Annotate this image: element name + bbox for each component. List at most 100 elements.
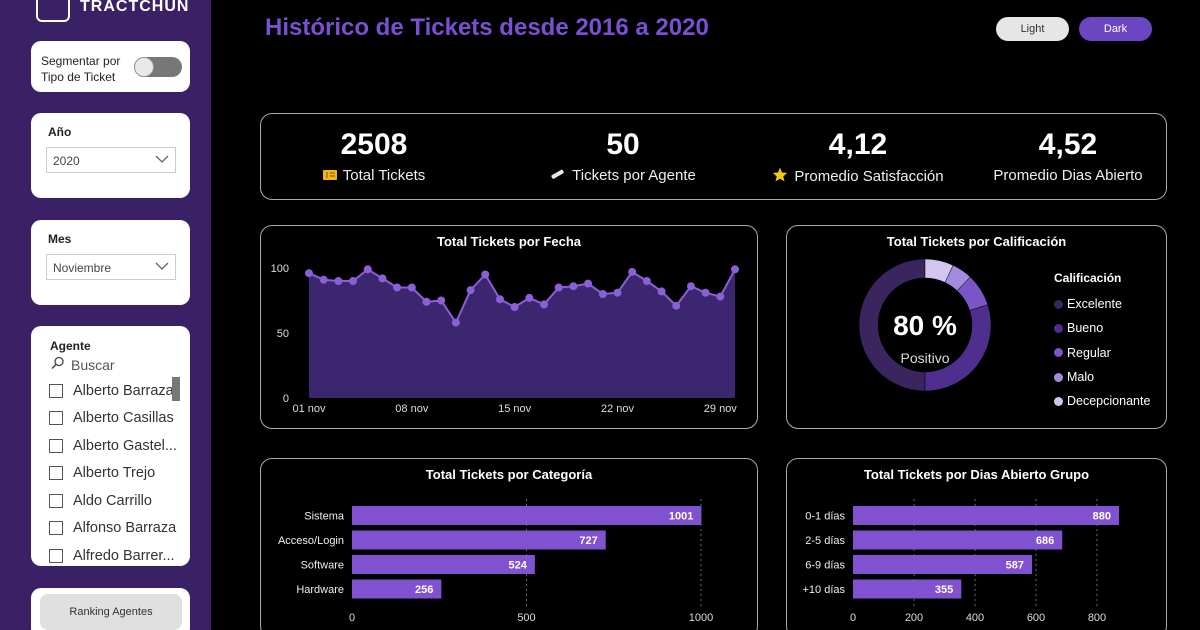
- year-dropdown[interactable]: 2020: [46, 147, 176, 173]
- x-tick-label: 15 nov: [498, 403, 532, 415]
- page-title: Histórico de Tickets desde 2016 a 2020: [265, 14, 709, 41]
- kpi-label: Promedio Dias Abierto: [993, 167, 1143, 184]
- legend-dot: [1054, 299, 1063, 309]
- bar: [853, 530, 1063, 550]
- data-point: [437, 296, 446, 305]
- bar-value-label: 587: [1006, 560, 1024, 572]
- legend-item[interactable]: Excelente: [1054, 292, 1150, 316]
- agent-slicer-title: Agente: [50, 339, 91, 353]
- kpi-label: Promedio Satisfacción: [794, 168, 944, 185]
- x-tick-label: 600: [1027, 612, 1045, 624]
- checkbox[interactable]: [49, 521, 63, 536]
- legend-item[interactable]: Decepcionante: [1054, 389, 1150, 413]
- list-item[interactable]: Alberto Barraza: [49, 377, 179, 405]
- legend-title: Calificación: [1054, 271, 1122, 285]
- kpi-tickets-per-agent: 50 Tickets por Agente: [523, 128, 723, 184]
- legend-item[interactable]: Regular: [1054, 341, 1150, 365]
- checkbox[interactable]: [49, 411, 63, 426]
- pencil-icon: [550, 167, 566, 184]
- x-tick-label: 1000: [689, 612, 713, 624]
- bar: [352, 555, 535, 574]
- chart-tickets-by-days-open: Total Tickets por Dias Abierto Grupo 0 20…: [786, 458, 1167, 630]
- list-item[interactable]: Aldo Carrillo: [49, 487, 179, 515]
- checkbox[interactable]: [49, 438, 63, 453]
- data-point: [334, 277, 343, 285]
- x-tick-label: 22 nov: [601, 403, 635, 415]
- light-theme-button[interactable]: Light: [996, 17, 1069, 41]
- legend-item[interactable]: Malo: [1054, 365, 1150, 389]
- x-tick-label: 08 nov: [395, 403, 429, 415]
- kpi-value: 4,12: [828, 128, 888, 161]
- kpi-value: 2508: [340, 128, 408, 161]
- area-fill: [309, 269, 735, 398]
- data-point: [422, 297, 431, 306]
- bar: [853, 579, 962, 599]
- data-point: [363, 265, 372, 274]
- agent-list-scrollbar[interactable]: [172, 377, 180, 401]
- year-dropdown-value: 2020: [53, 154, 80, 168]
- chart-title: Total Tickets por Calificación: [886, 234, 1067, 249]
- brand: TRACTCHUN: [36, 0, 189, 22]
- segment-toggle[interactable]: [134, 57, 182, 77]
- ranking-agents-button[interactable]: Ranking Agentes: [40, 594, 182, 630]
- segment-toggle-card: Segmentar por Tipo de Ticket: [31, 41, 190, 92]
- search-icon: [51, 356, 65, 373]
- bar-value-label: 880: [1093, 511, 1111, 523]
- legend-label: Decepcionante: [1067, 394, 1151, 409]
- data-point: [319, 275, 328, 284]
- dark-theme-button[interactable]: Dark: [1079, 17, 1152, 41]
- checkbox[interactable]: [49, 466, 63, 481]
- checkbox[interactable]: [49, 548, 63, 563]
- legend-label: Excelente: [1067, 297, 1122, 312]
- x-tick-label: 400: [966, 612, 984, 624]
- bar: [853, 506, 1119, 525]
- kpi-panel: 2508 Total Tickets 50 Tickets por Agente…: [260, 113, 1167, 200]
- list-item[interactable]: Alfredo Barrer...: [49, 542, 179, 566]
- year-slicer-title: Año: [48, 125, 72, 139]
- legend-dot: [1054, 396, 1063, 406]
- year-slicer: Año 2020: [31, 113, 190, 198]
- checkbox[interactable]: [49, 493, 63, 508]
- toggle-knob: [134, 57, 154, 77]
- donut-slice: [924, 258, 954, 283]
- month-dropdown[interactable]: Noviembre: [46, 254, 176, 280]
- bar: [352, 530, 606, 550]
- legend: Calificación Excelente Bueno Regular Malo De…: [1054, 271, 1150, 413]
- donut-slice: [858, 258, 926, 392]
- month-dropdown-value: Noviembre: [53, 261, 112, 275]
- agent-list: Alberto Barraza Alberto Casillas Alberto…: [49, 377, 179, 566]
- legend-item[interactable]: Bueno: [1054, 316, 1150, 340]
- legend-label: Malo: [1067, 370, 1095, 385]
- list-item[interactable]: Alberto Gastel...: [49, 432, 179, 460]
- list-item[interactable]: Alberto Casillas: [49, 405, 179, 433]
- x-tick-label: 800: [1088, 612, 1106, 624]
- brand-logo-icon: [36, 0, 70, 22]
- category-label: +10 días: [802, 584, 845, 596]
- data-point: [495, 295, 504, 304]
- ticket-icon: [322, 167, 337, 184]
- star-icon: [772, 167, 788, 186]
- bar-value-label: 524: [509, 560, 528, 572]
- data-point: [731, 265, 739, 274]
- agent-search-placeholder: Buscar: [71, 356, 115, 373]
- list-item[interactable]: Alberto Trejo: [49, 460, 179, 488]
- chart-tickets-by-rating: Total Tickets por Calificación 80 % Posit…: [786, 225, 1167, 429]
- x-tick-label: 0: [850, 612, 856, 624]
- list-item[interactable]: Alfonso Barraza: [49, 515, 179, 543]
- data-point: [481, 270, 490, 279]
- data-point: [393, 283, 402, 292]
- sidebar: TRACTCHUN Segmentar por Tipo de Ticket A…: [0, 0, 211, 630]
- y-tick-label: 100: [271, 263, 289, 275]
- agent-search[interactable]: Buscar: [51, 356, 115, 373]
- x-tick-label: 29 nov: [704, 403, 738, 415]
- y-tick-label: 50: [277, 328, 289, 340]
- chart-title: Total Tickets por Categoría: [425, 467, 593, 482]
- bar: [853, 555, 1033, 574]
- bar-chart-svg: 0 500 1000 Sistema 1001 Acceso/Login 727 Softwa…: [278, 499, 713, 624]
- checkbox[interactable]: [49, 383, 63, 398]
- data-point: [451, 318, 460, 327]
- donut-chart-svg: 80 % Positivo: [858, 258, 992, 392]
- bar-value-label: 256: [415, 584, 433, 596]
- x-tick-label: 500: [517, 612, 535, 624]
- month-slicer-title: Mes: [48, 232, 72, 246]
